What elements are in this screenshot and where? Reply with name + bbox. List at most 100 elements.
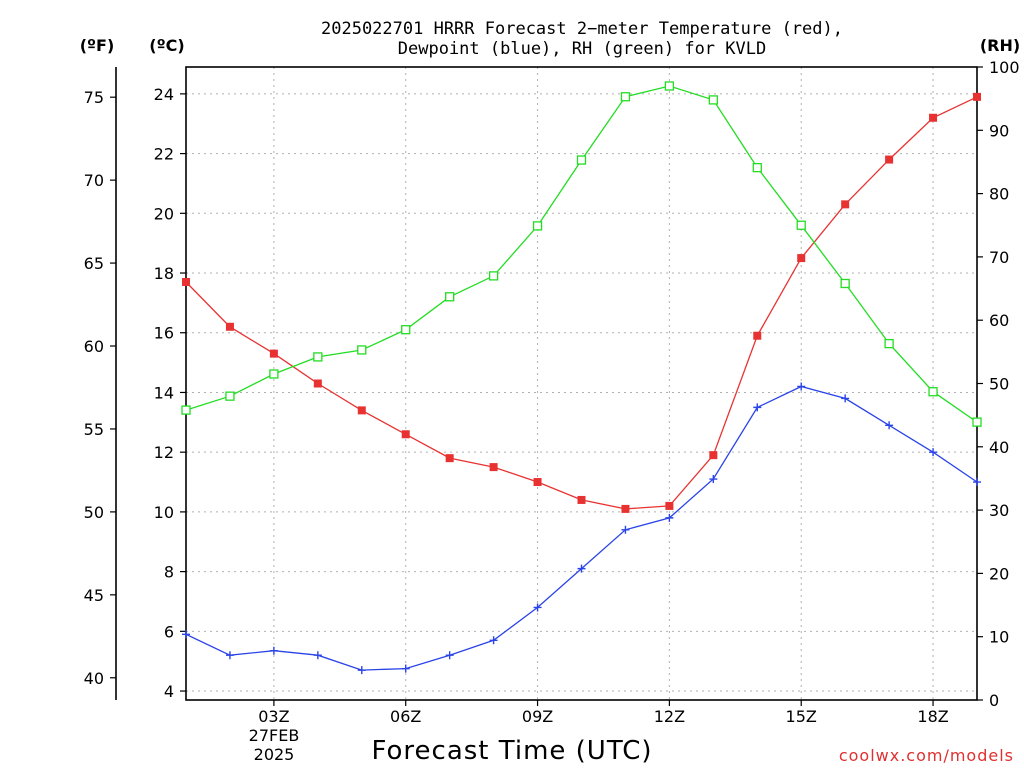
celsius-tick-label: 4 bbox=[164, 682, 174, 701]
dewpoint-point bbox=[665, 513, 674, 522]
rh-tick-label: 50 bbox=[989, 375, 1009, 394]
x-tick-label: 09Z bbox=[522, 707, 553, 726]
celsius-tick-label: 18 bbox=[154, 264, 174, 283]
dewpoint-point bbox=[885, 421, 894, 430]
fahrenheit-tick-label: 60 bbox=[84, 337, 104, 356]
rh-tick-label: 90 bbox=[989, 121, 1009, 140]
dewpoint-point bbox=[225, 651, 234, 660]
dewpoint-point bbox=[269, 646, 278, 655]
celsius-tick-label: 6 bbox=[164, 622, 174, 641]
fahrenheit-tick-label: 55 bbox=[84, 420, 104, 439]
celsius-tick-label: 10 bbox=[154, 503, 174, 522]
temperature-point bbox=[973, 92, 981, 101]
dewpoint-point bbox=[973, 478, 981, 487]
temperature-point bbox=[885, 155, 894, 164]
rh-point bbox=[884, 338, 894, 349]
data-series bbox=[181, 81, 982, 675]
celsius-tick-label: 20 bbox=[154, 204, 174, 223]
dewpoint-point bbox=[357, 666, 366, 675]
x-tick-label: 15Z bbox=[786, 707, 817, 726]
fahrenheit-tick-label: 75 bbox=[84, 88, 104, 107]
dewpoint-point bbox=[709, 475, 718, 484]
dewpoint-series bbox=[182, 382, 981, 675]
temperature-point bbox=[489, 463, 498, 472]
dewpoint-point bbox=[929, 448, 938, 457]
temperature-point bbox=[313, 379, 322, 388]
rh-tick-label: 80 bbox=[989, 185, 1009, 204]
rh-point bbox=[269, 369, 279, 379]
x-tick-label: 06Z bbox=[390, 707, 421, 726]
x-tick-label: 18Z bbox=[917, 707, 948, 726]
rh-tick-label: 10 bbox=[989, 628, 1009, 647]
temperature-point bbox=[533, 478, 542, 487]
dewpoint-point bbox=[533, 603, 542, 612]
temperature-point bbox=[709, 451, 718, 460]
rh-tick-label: 100 bbox=[989, 58, 1020, 77]
dewpoint-point bbox=[577, 564, 586, 573]
fahrenheit-tick-label: 65 bbox=[84, 254, 104, 273]
dewpoint-point bbox=[753, 403, 762, 412]
dewpoint-point bbox=[313, 651, 322, 660]
rh-point bbox=[576, 155, 587, 165]
rh-tick-label: 70 bbox=[989, 248, 1009, 267]
rh-series bbox=[181, 81, 982, 427]
temperature-point bbox=[445, 454, 454, 463]
temperature-series bbox=[182, 92, 981, 513]
celsius-tick-label: 16 bbox=[154, 324, 174, 343]
dewpoint-point bbox=[621, 525, 630, 534]
chart-title-line-1: 2025022701 HRRR Forecast 2−meter Tempera… bbox=[321, 19, 843, 39]
rh-point bbox=[532, 221, 543, 231]
temperature-point bbox=[621, 504, 630, 513]
dewpoint-line bbox=[185, 385, 978, 671]
temperature-point bbox=[753, 331, 762, 340]
x-tick-label: 03Z bbox=[258, 707, 289, 726]
rh-point bbox=[752, 162, 762, 173]
temperature-point bbox=[797, 254, 806, 263]
temperature-point bbox=[225, 322, 234, 331]
celsius-tick-label: 22 bbox=[154, 145, 174, 164]
rh-point bbox=[445, 292, 455, 302]
fahrenheit-unit-label: (ºF) bbox=[80, 36, 115, 55]
date-label-year: 2025 bbox=[254, 745, 295, 764]
fahrenheit-tick-label: 50 bbox=[84, 503, 104, 522]
celsius-unit-label: (ºC) bbox=[149, 36, 184, 55]
rh-point bbox=[488, 271, 499, 281]
rh-point bbox=[181, 405, 191, 415]
fahrenheit-tick-label: 70 bbox=[84, 171, 104, 190]
rh-tick-label: 20 bbox=[989, 564, 1009, 583]
date-label-day: 27FEB bbox=[249, 726, 300, 745]
dewpoint-point bbox=[841, 394, 850, 403]
temperature-point bbox=[841, 200, 850, 209]
temperature-point bbox=[665, 501, 674, 510]
dewpoint-point bbox=[489, 636, 498, 645]
x-axis-title: Forecast Time (UTC) bbox=[371, 736, 652, 766]
rh-point bbox=[401, 325, 411, 335]
rh-point bbox=[357, 345, 367, 355]
chart-title-line-2: Dewpoint (blue), RH (green) for KVLD bbox=[398, 39, 766, 59]
celsius-tick-label: 8 bbox=[164, 563, 174, 582]
rh-tick-label: 30 bbox=[989, 501, 1009, 520]
celsius-tick-label: 14 bbox=[154, 383, 174, 402]
rh-point bbox=[620, 92, 631, 102]
rh-line bbox=[185, 85, 978, 423]
temperature-point bbox=[269, 349, 278, 358]
rh-point bbox=[313, 352, 323, 362]
rh-tick-label: 40 bbox=[989, 438, 1009, 457]
x-tick-label: 12Z bbox=[654, 707, 685, 726]
rh-tick-label: 0 bbox=[989, 691, 999, 710]
rh-unit-label: (RH) bbox=[980, 36, 1020, 55]
dewpoint-point bbox=[445, 651, 454, 660]
dewpoint-point bbox=[182, 630, 190, 639]
fahrenheit-tick-label: 40 bbox=[84, 669, 104, 688]
temperature-point bbox=[401, 430, 410, 439]
rh-point bbox=[225, 391, 235, 401]
rh-point bbox=[708, 95, 718, 105]
rh-point bbox=[840, 278, 850, 289]
temperature-point bbox=[929, 113, 938, 122]
celsius-tick-label: 24 bbox=[154, 85, 174, 104]
dewpoint-point bbox=[797, 382, 806, 391]
axes: 4 6 8 10 12 14 16 18 20 22 24 40 45 50 55 60 65 70 75 0 10 20… bbox=[84, 58, 1020, 726]
rh-point bbox=[664, 81, 675, 91]
temperature-point bbox=[577, 495, 586, 504]
